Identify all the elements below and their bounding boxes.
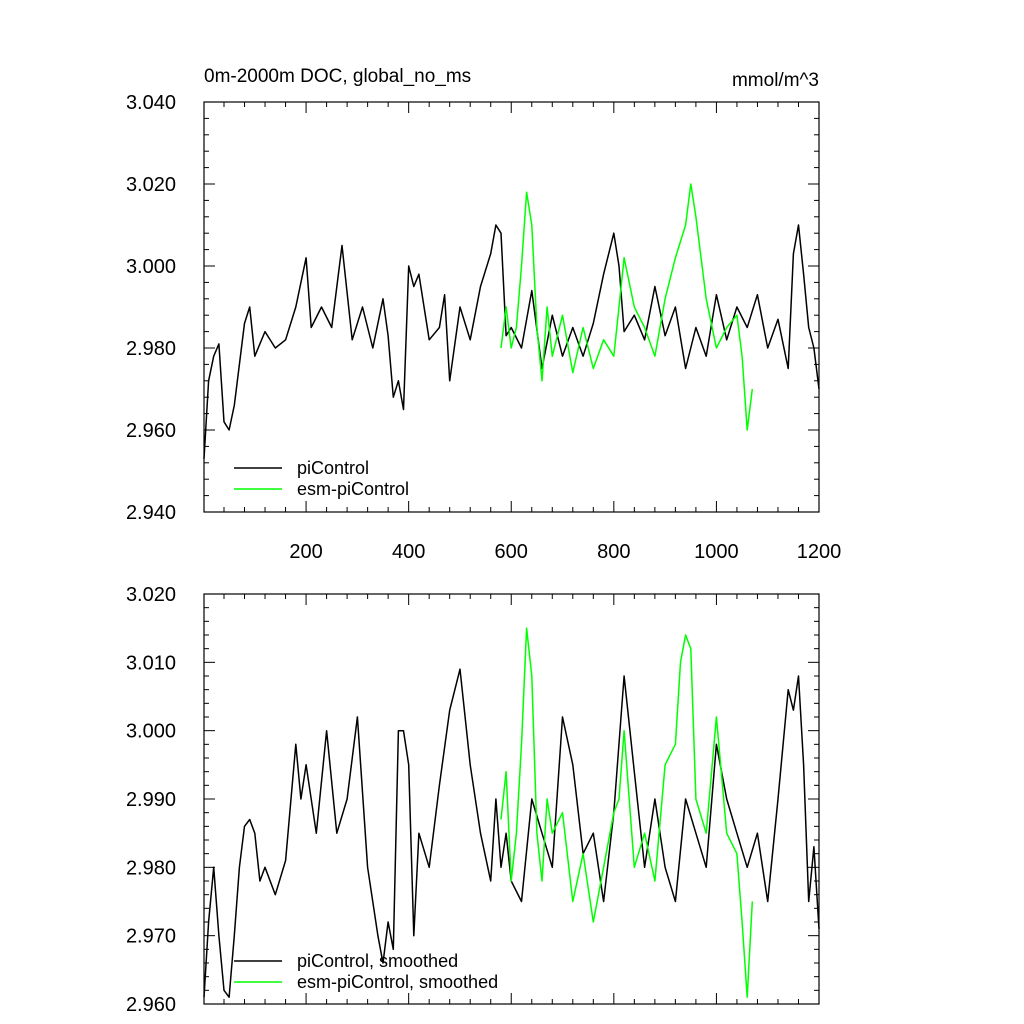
legend-label-esm-picontrol: esm-piControl (297, 479, 409, 499)
bottom-ytick-label: 3.000 (126, 721, 176, 743)
top-ytick-label: 3.040 (126, 92, 176, 114)
top-ytick-label: 2.980 (126, 338, 176, 360)
top-xtick-label: 1000 (694, 541, 739, 563)
top-xtick-label: 200 (289, 541, 322, 563)
top-series-esm-picontrol (500, 183, 754, 431)
top-panel: 0m-2000m DOC, global_no_ms mmol/m^3 2.94… (126, 66, 841, 563)
top-chart-title: 0m-2000m DOC, global_no_ms (204, 66, 471, 87)
legend-label-picontrol: piControl (297, 458, 369, 478)
top-ytick-label: 3.020 (126, 174, 176, 196)
bottom-ytick-label: 2.960 (126, 994, 176, 1016)
bottom-ytick-label: 2.990 (126, 789, 176, 811)
top-series-picontrol (203, 224, 820, 459)
top-ytick-label: 2.940 (126, 502, 176, 524)
top-xtick-label: 400 (392, 541, 425, 563)
legend-label-esm-picontrol-smoothed: esm-piControl, smoothed (297, 972, 498, 992)
bottom-ticks: 2.960 2.970 2.980 2.990 3.000 3.010 3.020 (126, 584, 820, 1016)
top-legend: piControl esm-piControl (234, 458, 409, 499)
top-chart-units: mmol/m^3 (732, 70, 819, 91)
bottom-series (203, 627, 820, 998)
top-ytick-label: 2.960 (126, 420, 176, 442)
bottom-series-esm-picontrol-smoothed (500, 627, 754, 998)
bottom-ytick-label: 2.970 (126, 926, 176, 948)
bottom-legend: piControl, smoothed esm-piControl, smoot… (234, 951, 498, 992)
top-series (203, 183, 820, 459)
top-xtick-label: 600 (495, 541, 528, 563)
bottom-ytick-label: 3.010 (126, 652, 176, 674)
legend-label-picontrol-smoothed: piControl, smoothed (297, 951, 458, 971)
top-xtick-label: 800 (597, 541, 630, 563)
bottom-ytick-label: 3.020 (126, 584, 176, 606)
bottom-ytick-label: 2.980 (126, 857, 176, 879)
bottom-panel: 2.960 2.970 2.980 2.990 3.000 3.010 3.020 piCo… (126, 584, 820, 1016)
top-ytick-label: 3.000 (126, 256, 176, 278)
top-ticks: 2.940 2.960 2.980 3.000 3.020 3.040 200 400 600 8… (126, 92, 841, 563)
top-xtick-label: 1200 (797, 541, 842, 563)
